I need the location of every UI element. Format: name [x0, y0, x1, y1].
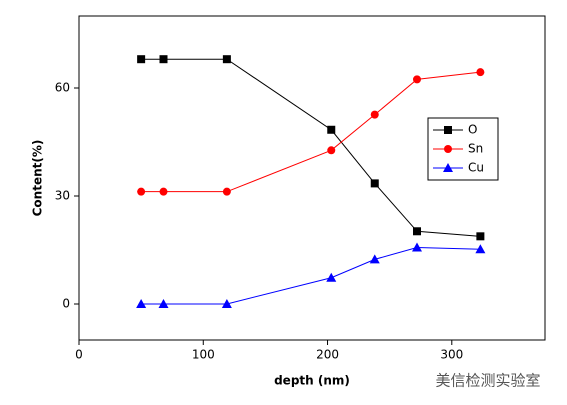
marker	[137, 55, 146, 64]
y-axis-label: Content(%)	[31, 140, 45, 217]
legend-label: O	[468, 123, 477, 137]
x-tick-label: 100	[192, 348, 215, 362]
y-tick-label: 30	[55, 189, 70, 203]
marker	[413, 227, 422, 236]
series-line	[141, 246, 481, 305]
marker	[476, 232, 485, 241]
x-axis-label: depth (nm)	[274, 374, 350, 388]
marker	[444, 126, 452, 134]
marker	[413, 75, 422, 84]
watermark: 美信检测实验室	[435, 372, 540, 390]
marker	[221, 299, 232, 308]
marker	[222, 187, 231, 196]
marker	[159, 187, 168, 196]
marker	[136, 299, 147, 308]
x-tick-label: 200	[316, 348, 339, 362]
marker	[327, 125, 336, 134]
legend-label: Sn	[468, 142, 483, 156]
marker	[370, 110, 379, 119]
marker	[476, 68, 485, 77]
marker	[444, 145, 452, 153]
x-tick-label: 0	[75, 348, 83, 362]
marker	[475, 244, 486, 254]
marker	[326, 272, 337, 282]
marker	[159, 55, 168, 64]
marker	[137, 187, 146, 196]
marker	[158, 299, 169, 308]
legend-label: Cu	[468, 161, 484, 175]
marker	[369, 254, 380, 264]
marker	[412, 242, 423, 252]
x-tick-label: 300	[440, 348, 463, 362]
y-tick-label: 0	[62, 297, 70, 311]
marker	[443, 163, 453, 172]
marker	[327, 146, 336, 155]
marker	[222, 55, 231, 64]
plot-frame	[78, 15, 546, 341]
y-tick-label: 60	[55, 81, 70, 95]
marker	[370, 179, 379, 188]
